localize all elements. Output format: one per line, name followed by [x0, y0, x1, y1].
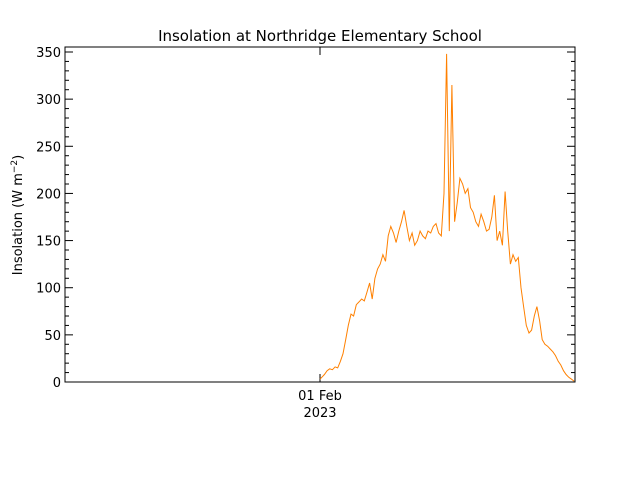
plot-frame	[64, 46, 576, 383]
ticks-layer: 0 50 100 150 200 250 300 350 01 Feb 2023	[36, 46, 575, 421]
x-tick-sublabel: 2023	[303, 406, 336, 421]
insolation-series-line	[319, 53, 575, 382]
series-layer	[319, 53, 575, 382]
y-tick-label: 350	[36, 46, 61, 61]
y-tick-label: 0	[53, 376, 61, 391]
axes-layer	[64, 46, 576, 383]
y-tick-label: 200	[36, 187, 61, 202]
y-axis-label-main: Insolation (W m	[11, 173, 26, 275]
y-axis-label-sup: −2	[10, 160, 20, 173]
y-tick-label: 250	[36, 140, 61, 155]
y-tick-label: 150	[36, 235, 61, 250]
y-axis-label: Insolation (W m−2)	[10, 155, 26, 276]
y-tick-label: 100	[36, 282, 61, 297]
y-axis-label-end: )	[11, 155, 26, 160]
y-tick-label: 50	[44, 329, 61, 344]
x-tick-label: 01 Feb	[298, 389, 342, 404]
chart-title: Insolation at Northridge Elementary Scho…	[158, 27, 482, 45]
y-tick-label: 300	[36, 93, 61, 108]
